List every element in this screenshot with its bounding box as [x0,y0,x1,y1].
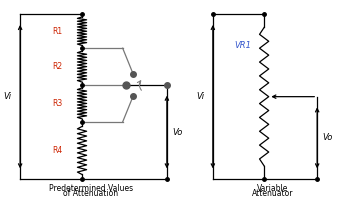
Text: R1: R1 [52,27,62,36]
Text: Vi: Vi [196,92,204,101]
Text: R3: R3 [52,99,62,108]
Text: R4: R4 [52,146,62,155]
Text: Variable: Variable [257,184,289,193]
Text: VR1: VR1 [234,41,251,50]
Text: Vo: Vo [322,133,333,142]
Text: R2: R2 [52,62,62,71]
Text: Predetermined Values: Predetermined Values [49,184,133,193]
Text: of Attenuation: of Attenuation [63,189,119,198]
Text: Attenuator: Attenuator [252,189,294,198]
Text: Vi: Vi [3,92,11,101]
Text: Vo: Vo [172,128,182,137]
